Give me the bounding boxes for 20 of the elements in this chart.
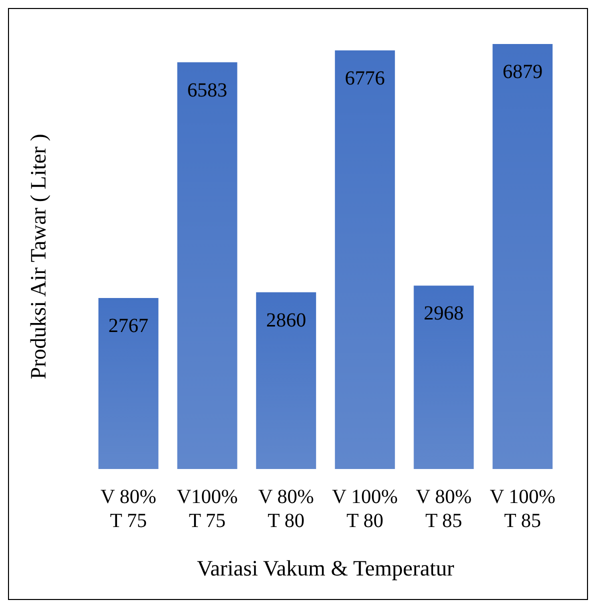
data-label: 2968 [424, 302, 464, 325]
bar [492, 44, 553, 469]
x-axis-title: Variasi Vakum & Temperatur [196, 556, 455, 580]
x-tick-label: V 100% T 85 [490, 486, 556, 532]
bar [414, 286, 474, 469]
data-label: 2860 [266, 309, 306, 332]
y-axis-title: Produksi Air Tawar ( Liter ) [26, 134, 50, 380]
bar [177, 62, 238, 469]
data-label: 6879 [502, 61, 543, 83]
x-tick-label: V 80% T 75 [100, 486, 156, 532]
x-tick-label: V 100% T 80 [332, 486, 398, 532]
bar [256, 292, 316, 469]
data-label: 6583 [187, 79, 228, 102]
x-tick-label: V100% T 75 [176, 486, 238, 532]
data-label: 2767 [108, 315, 148, 338]
data-label: 6776 [344, 67, 385, 90]
x-tick-label: V 80% T 80 [258, 486, 314, 532]
x-tick-label: V 80% T 85 [416, 486, 472, 532]
bar [334, 50, 395, 469]
bar [98, 298, 158, 469]
